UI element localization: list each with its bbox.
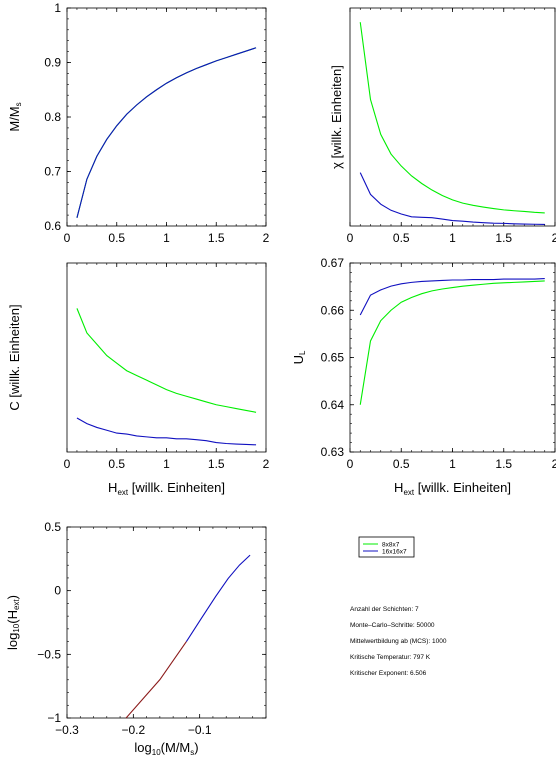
series-line-1	[76, 417, 257, 446]
x-tick-label: 2	[552, 231, 556, 245]
panel-magnetization: 0 0.5 1 1.5 2 0.6 0.7 0.8 0.9 1 M/Ms	[7, 1, 269, 245]
series-line-1	[359, 278, 545, 316]
x-tick-label: 0	[64, 457, 71, 471]
y-tick-label: −0.5	[37, 647, 61, 661]
series-line-0	[76, 47, 257, 218]
x-tick-label: 0.5	[393, 231, 410, 245]
y-tick-label: 0.9	[44, 56, 61, 70]
series-line-0	[359, 22, 545, 214]
y-tick-label: −1	[47, 711, 61, 725]
x-tick-label: 1	[449, 457, 456, 471]
x-tick-label: 1.5	[495, 231, 512, 245]
x-tick-label: 1	[449, 231, 456, 245]
panel-binder-cumulant: 0 0.5 1 1.5 2 0.63 0.64 0.65 0.66 0.67 UL Hext [wil…	[291, 256, 556, 497]
x-axis-label: Hext [willk. Einheiten]	[394, 480, 511, 497]
plot-frame	[66, 262, 267, 453]
y-tick-label: 0.5	[44, 520, 61, 534]
info-line-mc-steps: Monte–Carlo–Schritte: 50000	[350, 622, 435, 629]
series-line-0	[76, 308, 257, 413]
series-line-0	[359, 280, 545, 405]
info-line-averaging: Mittelwertbildung ab (MCS): 1000	[350, 638, 447, 645]
legend-label-0: 8x8x7	[382, 542, 400, 549]
y-tick-label: 0	[54, 584, 61, 598]
x-tick-label: 2	[263, 231, 270, 245]
y-axis-label: C [willk. Einheiten]	[7, 304, 22, 410]
series-line-0	[125, 641, 187, 719]
x-tick-label: 0	[347, 231, 354, 245]
x-tick-label: −0.2	[121, 723, 145, 737]
info-line-critical-exponent: Kritischer Exponent: 6.506	[350, 670, 427, 677]
panel-specific-heat: 0 0.5 1 1.5 2 C [willk. Einheiten] Hext [willk…	[7, 262, 270, 497]
plot-frame	[349, 262, 556, 453]
x-tick-label: 1.5	[208, 231, 225, 245]
simulation-info: Anzahl der Schichten: 7 Monte–Carlo–Schr…	[350, 606, 447, 677]
x-tick-label: 0	[347, 457, 354, 471]
x-tick-label: 0.5	[108, 457, 125, 471]
series-line-1	[359, 172, 545, 226]
y-tick-label: 0.8	[44, 110, 61, 124]
x-tick-label: 2	[552, 457, 556, 471]
plot-frame	[66, 526, 267, 719]
x-tick-label: 1.5	[208, 457, 225, 471]
x-tick-label: 1	[163, 457, 170, 471]
plot-frame	[66, 7, 267, 227]
y-axis-label: UL	[291, 350, 307, 364]
legend: 8x8x7 16x16x7	[358, 536, 415, 558]
y-tick-label: 0.6	[44, 219, 61, 233]
y-tick-label: 0.63	[321, 445, 345, 459]
y-tick-label: 1	[54, 1, 61, 15]
panel-susceptibility: 0 0.5 1 1.5 2 χ [willk. Einheiten]	[329, 7, 556, 245]
legend-box	[358, 536, 415, 558]
y-axis-label: M/Ms	[7, 102, 23, 131]
x-tick-label: 0.5	[108, 231, 125, 245]
x-tick-label: −0.3	[55, 723, 79, 737]
y-tick-label: 0.64	[321, 398, 345, 412]
info-line-layers: Anzahl der Schichten: 7	[350, 606, 419, 613]
x-tick-label: 1	[163, 231, 170, 245]
x-tick-label: 2	[263, 457, 270, 471]
x-tick-label: 0.5	[393, 457, 410, 471]
series-line-1	[76, 47, 257, 218]
y-tick-label: 0.65	[321, 351, 345, 365]
series-line-1	[185, 554, 251, 642]
y-axis-label: χ [willk. Einheiten]	[329, 65, 344, 169]
y-tick-label: 0.67	[321, 256, 345, 270]
y-tick-label: 0.66	[321, 303, 345, 317]
x-axis-label: Hext [willk. Einheiten]	[108, 480, 225, 497]
x-tick-label: −0.1	[188, 723, 212, 737]
y-tick-label: 0.7	[44, 165, 61, 179]
x-tick-label: 1.5	[495, 457, 512, 471]
x-axis-label: log10(M/Ms)	[134, 740, 198, 757]
y-axis-label: log10(Hext)	[5, 595, 21, 650]
x-tick-label: 0	[64, 231, 71, 245]
panel-log-log: −0.3 −0.2 −0.1 −1 −0.5 0 0.5 log10(Hext) log10(M…	[5, 520, 267, 757]
legend-label-1: 16x16x7	[382, 549, 407, 556]
info-line-critical-temperature: Kritische Temperatur: 797 K	[350, 654, 431, 661]
plot-frame	[349, 7, 556, 227]
